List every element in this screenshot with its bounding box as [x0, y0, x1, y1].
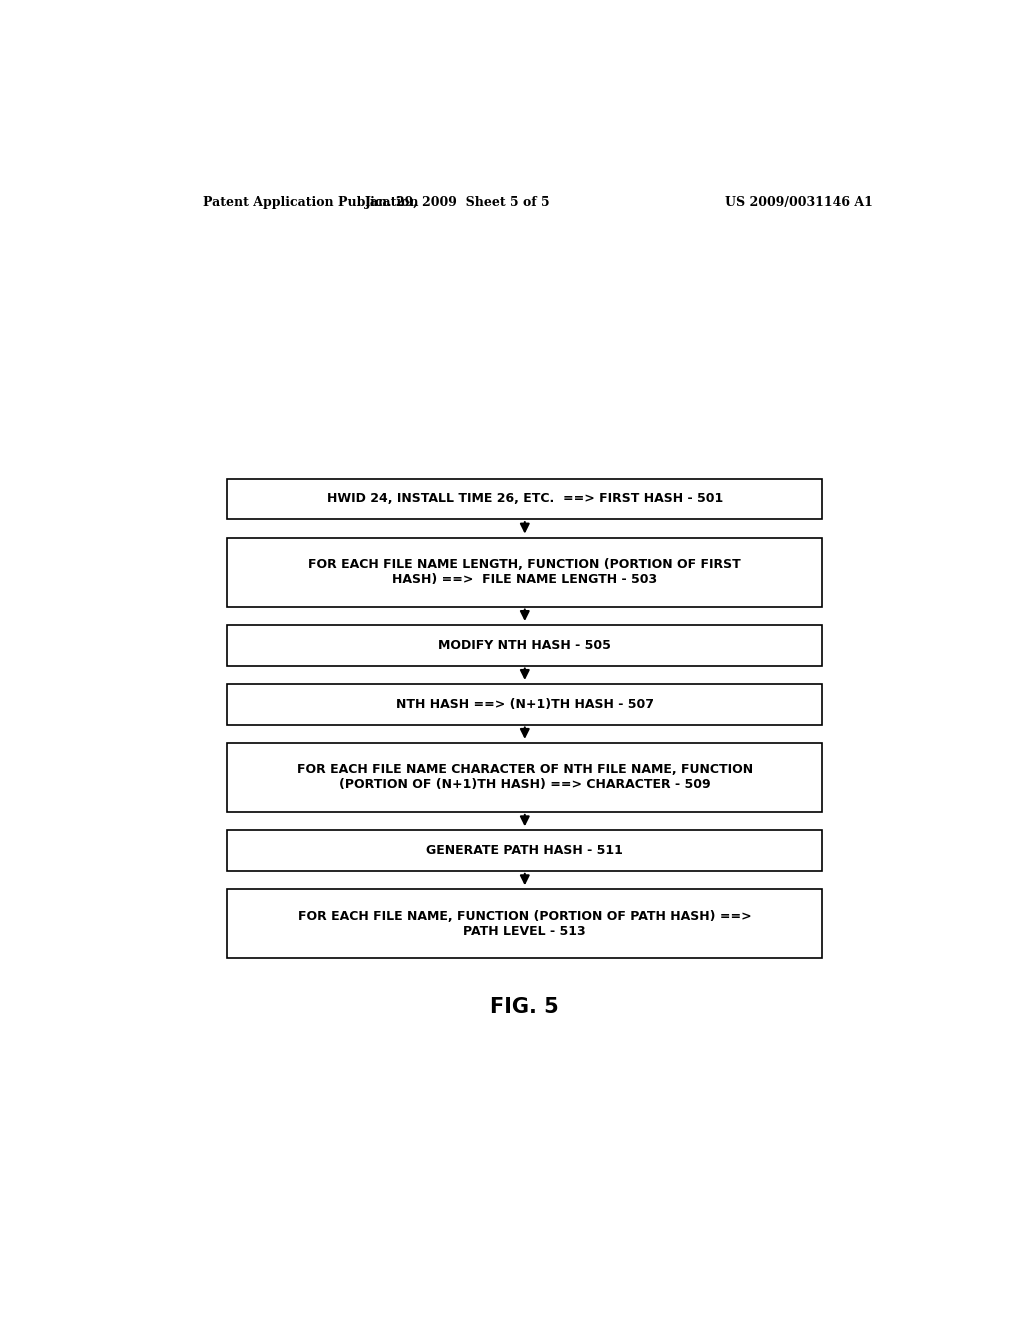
Text: MODIFY NTH HASH - 505: MODIFY NTH HASH - 505 [438, 639, 611, 652]
Text: GENERATE PATH HASH - 511: GENERATE PATH HASH - 511 [426, 843, 624, 857]
Text: FIG. 5: FIG. 5 [490, 997, 559, 1018]
Bar [227, 830, 822, 871]
Text: Jan. 29, 2009  Sheet 5 of 5: Jan. 29, 2009 Sheet 5 of 5 [365, 195, 550, 209]
Bar [227, 537, 822, 607]
Bar [227, 743, 822, 812]
Bar [227, 624, 822, 665]
Text: FOR EACH FILE NAME, FUNCTION (PORTION OF PATH HASH) ==>
PATH LEVEL - 513: FOR EACH FILE NAME, FUNCTION (PORTION OF… [298, 909, 752, 937]
Bar [227, 479, 822, 519]
Text: FOR EACH FILE NAME LENGTH, FUNCTION (PORTION OF FIRST
HASH) ==>  FILE NAME LENGT: FOR EACH FILE NAME LENGTH, FUNCTION (POR… [308, 558, 741, 586]
Bar [227, 684, 822, 725]
Text: US 2009/0031146 A1: US 2009/0031146 A1 [725, 195, 872, 209]
Text: FOR EACH FILE NAME CHARACTER OF NTH FILE NAME, FUNCTION
(PORTION OF (N+1)TH HASH: FOR EACH FILE NAME CHARACTER OF NTH FILE… [297, 763, 753, 792]
Text: NTH HASH ==> (N+1)TH HASH - 507: NTH HASH ==> (N+1)TH HASH - 507 [396, 698, 653, 710]
Bar [227, 890, 822, 958]
Text: Patent Application Publication: Patent Application Publication [204, 195, 419, 209]
Text: HWID 24, INSTALL TIME 26, ETC.  ==> FIRST HASH - 501: HWID 24, INSTALL TIME 26, ETC. ==> FIRST… [327, 492, 723, 506]
